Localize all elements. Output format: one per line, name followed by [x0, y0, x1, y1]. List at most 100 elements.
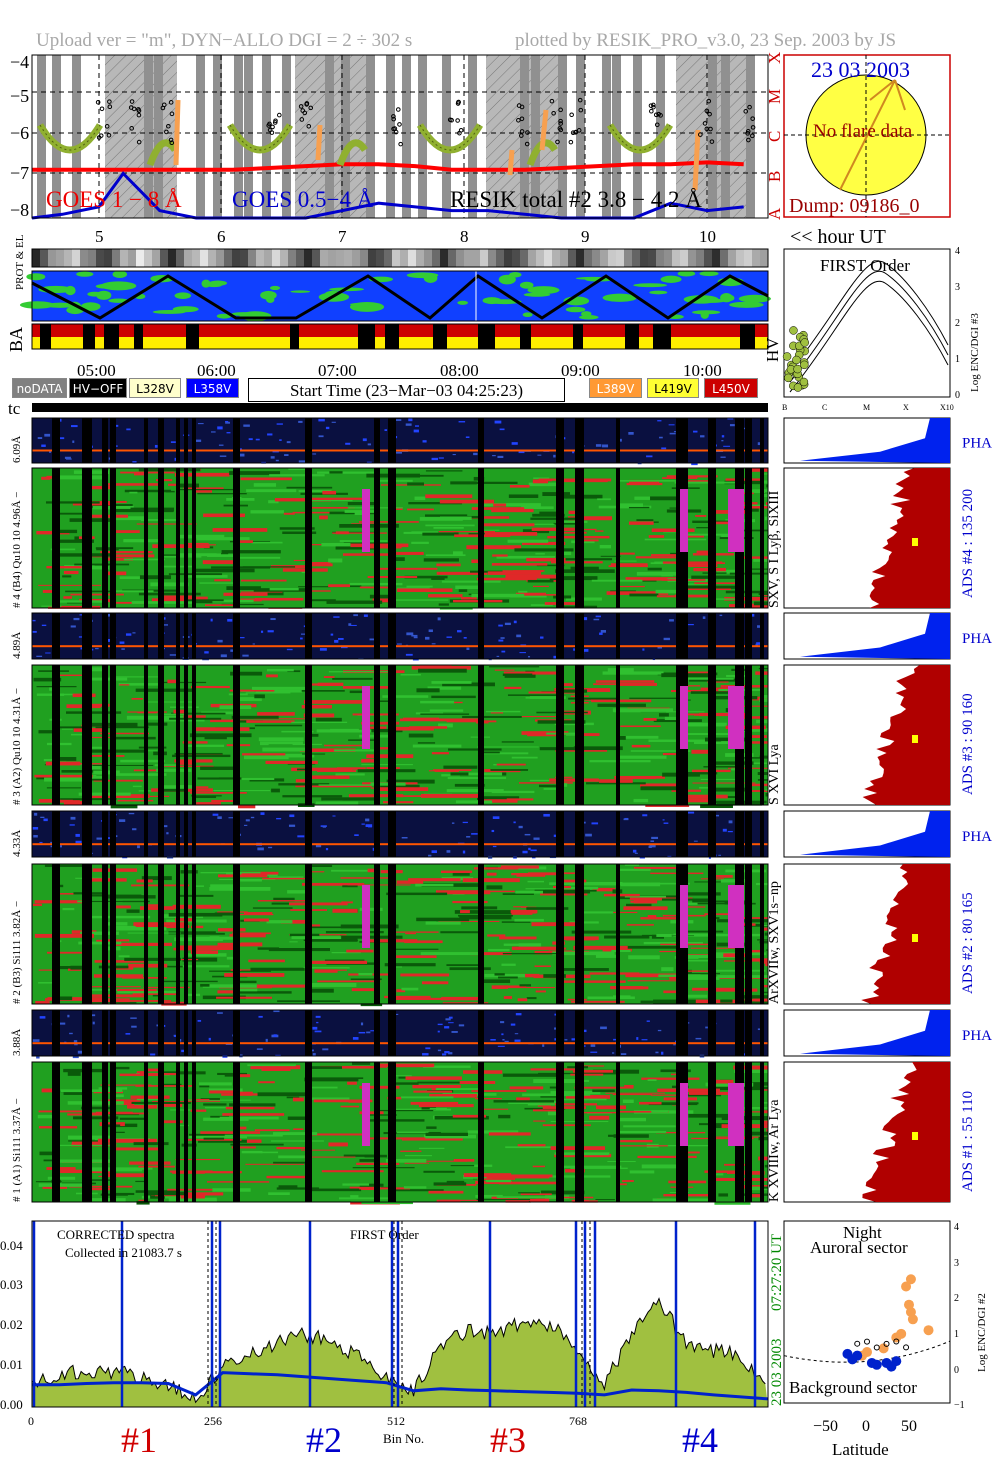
- pha-noise: [106, 837, 112, 839]
- spectro-texel: [107, 922, 128, 926]
- spectro-texel: [684, 588, 731, 591]
- spectro-gap: [144, 665, 148, 805]
- spectro-gap: [556, 1062, 564, 1202]
- pha-noise: [243, 424, 250, 427]
- spectro-texel: [744, 998, 768, 1002]
- prot-el-cell: [120, 249, 128, 267]
- spectro-texel: [605, 1092, 665, 1094]
- spectro-texel: [393, 1075, 412, 1077]
- pha-gap: [478, 613, 484, 659]
- pha-noise: [361, 823, 365, 825]
- spectro-texel: [70, 965, 85, 970]
- resik-marker: [569, 112, 574, 118]
- pha-noise: [169, 654, 177, 656]
- spectro-texel: [58, 512, 92, 515]
- spectro-texel: [141, 876, 172, 881]
- spectro-texel: [93, 779, 143, 782]
- spectro-gap: [616, 1062, 620, 1202]
- pha-noise: [225, 420, 229, 423]
- class-letter: M: [765, 89, 784, 104]
- spectro-texel: [243, 755, 289, 760]
- legend-l389v: L389V: [589, 378, 642, 398]
- spectro-texel: [504, 674, 536, 678]
- spectro-texel: [225, 1106, 275, 1110]
- pha-noise: [718, 854, 722, 856]
- spectro-texel: [532, 479, 549, 484]
- spectro-texel: [176, 534, 225, 539]
- hv-point: [789, 326, 798, 335]
- spectro-texel: [240, 942, 263, 947]
- pha-noise: [49, 451, 52, 453]
- spectro-gap: [616, 864, 620, 1004]
- spectro-texel: [92, 764, 154, 766]
- pha-noise: [501, 1033, 504, 1036]
- spectro-texel: [510, 595, 547, 598]
- pha-noise: [437, 617, 441, 621]
- spectro-texel: [547, 1111, 558, 1116]
- resik-marker: [168, 100, 174, 105]
- spectro-gap: [184, 665, 188, 805]
- spectro-texel: [86, 746, 105, 749]
- hv-ytick: 0: [955, 390, 960, 401]
- spectro-texel: [306, 871, 325, 873]
- spectro-texel: [741, 917, 768, 919]
- prot-el-cell: [464, 249, 472, 267]
- spectro-texel: [620, 1117, 647, 1122]
- pha-noise: [58, 845, 62, 848]
- spectro-texel: [287, 1116, 306, 1120]
- spectro-texel: [645, 804, 690, 807]
- saturation-mark: [728, 1083, 736, 1146]
- spectro-texel: [591, 699, 652, 703]
- pha-gap: [575, 811, 584, 857]
- spec-date-vertical: 23 03 2003: [769, 1339, 785, 1407]
- spectro-texel: [441, 1199, 481, 1201]
- spectro-texel: [691, 1137, 754, 1140]
- spectro-texel: [595, 680, 655, 683]
- spectro-texel: [129, 491, 138, 494]
- spectro-texel: [114, 773, 167, 776]
- pha-noise: [602, 444, 609, 448]
- spectro-texel: [280, 919, 312, 924]
- prot-el-cell: [272, 249, 280, 267]
- spectro-texel: [242, 753, 286, 756]
- prot-el-cell: [696, 249, 704, 267]
- spectro-texel: [569, 882, 623, 886]
- spectro-texel: [584, 699, 593, 701]
- spectro-texel: [616, 1183, 627, 1186]
- spectro-texel: [692, 782, 756, 784]
- spectro-texel: [526, 557, 566, 562]
- spectro-texel: [100, 732, 149, 735]
- pha-noise: [498, 624, 503, 627]
- ba-gap: [520, 324, 531, 349]
- spectro-texel: [344, 510, 375, 513]
- pha-noise: [530, 849, 537, 852]
- spectro-texel: [530, 604, 553, 606]
- spectro-texel: [435, 890, 491, 895]
- spectro-texel: [578, 1071, 617, 1075]
- pha-noise: [348, 623, 352, 626]
- spectro-texel: [411, 541, 429, 544]
- spectro-texel: [678, 970, 712, 972]
- orbit-region: [660, 275, 682, 284]
- spectro-texel: [412, 744, 462, 748]
- spectro-texel: [199, 1082, 232, 1086]
- spectro-texel: [396, 1131, 430, 1134]
- pha-noise: [212, 813, 219, 816]
- spectro-texel: [56, 996, 73, 1001]
- lat-ytick: −1: [954, 1400, 965, 1411]
- spectro-texel: [369, 1119, 425, 1122]
- resik-marker: [649, 108, 654, 114]
- pha-noise: [537, 454, 542, 456]
- pha-noise: [72, 1055, 79, 1059]
- spectro-texel: [183, 487, 224, 490]
- data-gap-bar: [325, 55, 334, 218]
- spectro-texel: [718, 796, 739, 798]
- pha-noise: [571, 1038, 576, 1041]
- spectro-texel: [542, 1106, 587, 1109]
- pha-noise: [600, 1026, 607, 1030]
- spectro-texel: [162, 1103, 183, 1107]
- pha-noise: [218, 444, 224, 446]
- spectro-texel: [532, 1165, 546, 1168]
- spectro-gap: [745, 1062, 752, 1202]
- pha-histogram: [800, 1010, 950, 1056]
